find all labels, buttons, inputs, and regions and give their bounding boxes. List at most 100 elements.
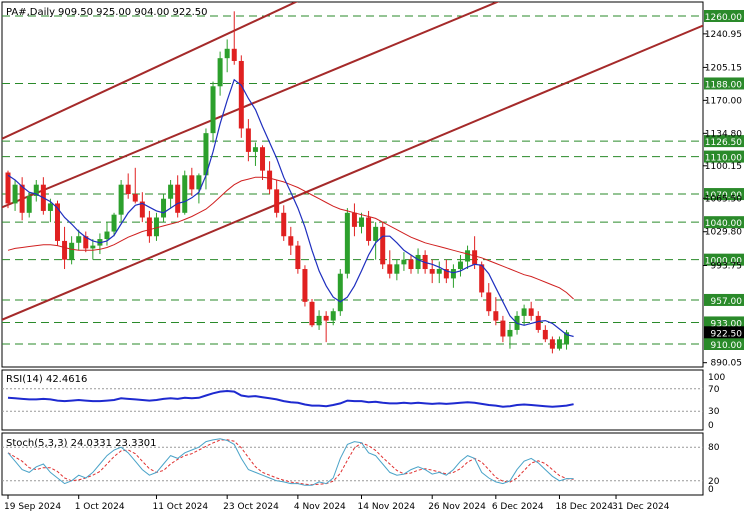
channel-line [2, 24, 703, 321]
candle-body [54, 203, 60, 241]
candle-body [175, 184, 181, 213]
candle-body [500, 320, 506, 337]
level-price-tag [704, 135, 744, 148]
stoch-main-line [7, 438, 574, 486]
candle-body [5, 172, 11, 204]
candle-body [366, 217, 372, 241]
candle-body [323, 315, 329, 321]
candle-body [380, 226, 386, 265]
price-tick-label: 1240.95 [705, 30, 742, 40]
level-price-label: 933.00 [711, 319, 743, 329]
candle-body [132, 194, 138, 202]
candle-body [387, 264, 393, 274]
candle-body [535, 315, 541, 330]
stoch-tick-label: 80 [708, 443, 720, 453]
price-tick-label: 1134.80 [705, 129, 742, 139]
level-price-tag [704, 188, 744, 201]
candle-body [472, 250, 478, 265]
level-price-tag [704, 253, 744, 266]
price-tick-label: 1065.50 [705, 194, 742, 204]
level-price-label: 1040.00 [705, 219, 742, 229]
candle-body [12, 184, 18, 204]
time-tick-label: 1 Oct 2024 [75, 502, 125, 512]
candle-body [542, 329, 548, 340]
candle-body [217, 58, 223, 87]
candle-body [252, 147, 258, 152]
time-tick-label: 23 Oct 2024 [223, 502, 279, 512]
candle-body [104, 231, 110, 240]
candle-body [316, 315, 322, 326]
candle-body [394, 264, 400, 274]
time-axis: 19 Sep 2024 1 Oct 2024 11 Oct 2024 23 Oct 2… [4, 495, 670, 512]
candle-body [450, 269, 456, 279]
time-tick-label: 18 Dec 2024 [555, 502, 613, 512]
candle-body [19, 184, 25, 213]
candle-body [33, 184, 39, 196]
channel-line [2, 2, 299, 140]
level-price-tag [704, 338, 744, 350]
candle-body [330, 311, 336, 321]
level-price-label: 1000.00 [705, 257, 742, 267]
candle-body [83, 236, 89, 249]
candle-body [90, 245, 96, 249]
rsi-tick-label: 70 [708, 385, 720, 395]
candle-body [359, 217, 364, 227]
price-tick-label: 1170.00 [705, 96, 742, 106]
candle-body [373, 226, 379, 241]
candle-body [288, 236, 294, 246]
candle-body [168, 184, 174, 199]
candle-body [528, 308, 534, 316]
candle-body [118, 184, 124, 215]
candle-body [401, 259, 407, 265]
candle-body [224, 48, 230, 59]
stoch-signal-line [7, 439, 574, 486]
rsi-tick-label: 100 [708, 373, 725, 383]
candle-body [231, 48, 237, 61]
time-tick-label: 4 Nov 2024 [294, 502, 346, 512]
candle-body [182, 175, 188, 213]
candle-body [196, 175, 202, 190]
candle-body [125, 184, 131, 195]
candle-body [564, 332, 570, 345]
level-price-label: 910.00 [711, 341, 743, 351]
candle-body [267, 170, 273, 190]
candle-body [76, 236, 82, 243]
candle-body [337, 273, 343, 312]
chart-header-ohlc: 909.50 925.00 904.00 922.50 [58, 7, 208, 18]
level-price-tag [704, 216, 744, 229]
candle-body [203, 133, 209, 176]
price-tick-label: 1029.80 [705, 228, 742, 238]
price-tick-label: 1100.15 [705, 162, 742, 172]
current-price-label: 922.50 [711, 329, 743, 339]
candle-body [295, 245, 301, 270]
price-axis: 1260.00 1188.00 1126.50 1110.00 1070.00 1040.… [703, 10, 744, 369]
candle-body [465, 250, 471, 262]
candle-body [309, 301, 315, 326]
rsi-line [7, 389, 574, 408]
time-tick-label: 19 Sep 2024 [4, 502, 61, 512]
candle-body [26, 195, 32, 213]
channel-line [2, 2, 500, 209]
trend-channel-lines [2, 2, 703, 321]
price-tick-label: 890.05 [711, 359, 743, 369]
level-price-tag [704, 150, 744, 163]
candle-body [69, 242, 75, 260]
candle-body [153, 217, 159, 237]
candle-body [281, 212, 287, 237]
candle-body [260, 147, 266, 171]
time-tick-label: 26 Nov 2024 [428, 502, 486, 512]
candle-body [457, 261, 463, 270]
candle-body [408, 259, 414, 270]
level-price-tag [704, 293, 744, 306]
level-price-label: 1070.00 [705, 191, 742, 201]
candle-body [436, 269, 442, 274]
candle-body [62, 240, 68, 260]
candle-body [549, 339, 555, 349]
candle-body [245, 128, 251, 152]
candle-body [486, 292, 492, 312]
candle-body [351, 212, 357, 227]
level-price-tag [704, 316, 744, 329]
candle-body [161, 198, 167, 218]
candle-body [344, 212, 350, 274]
